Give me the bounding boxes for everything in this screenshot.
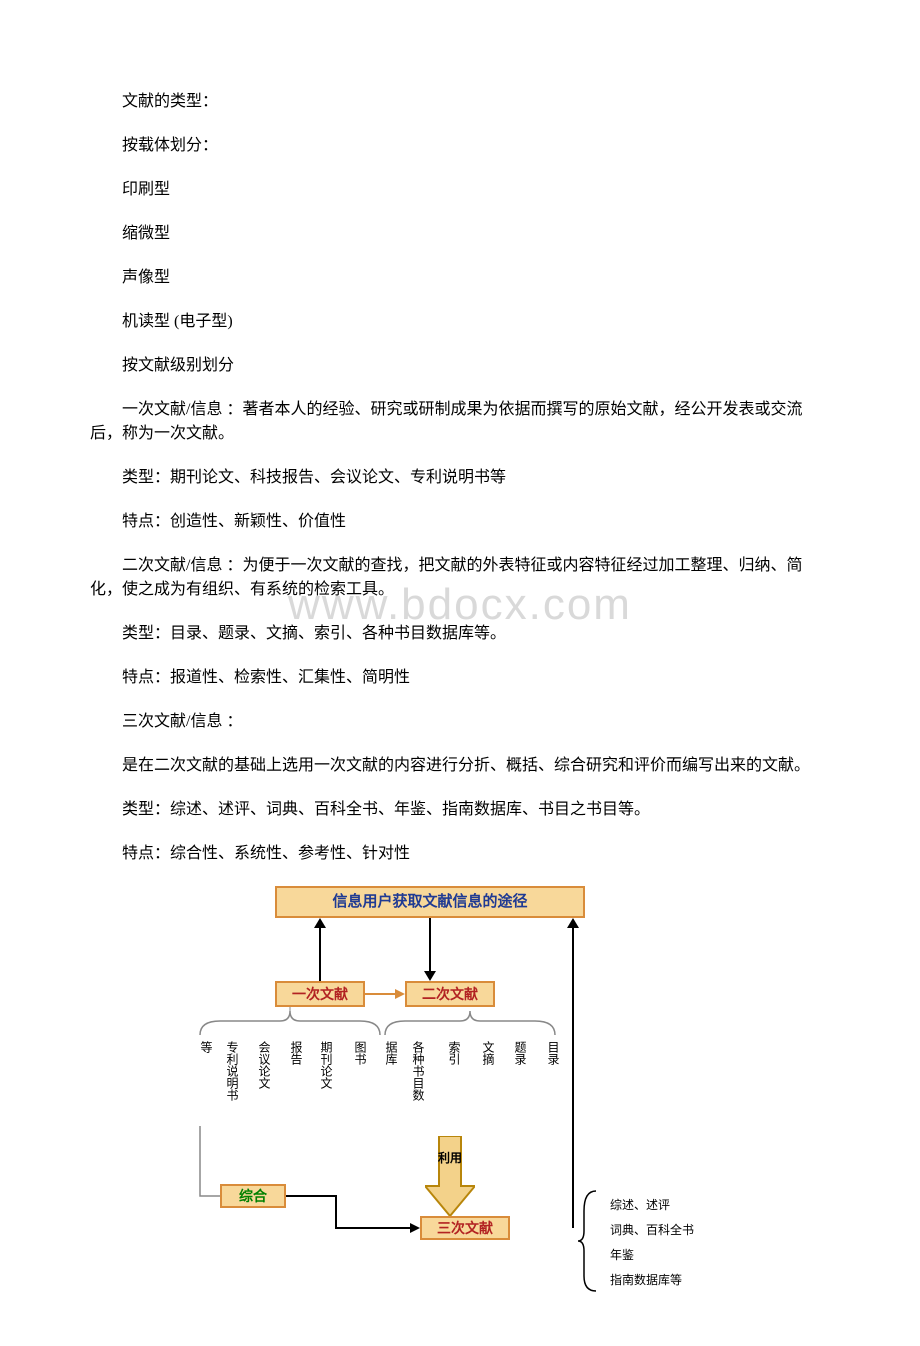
arrow-mid-down	[420, 918, 440, 981]
leaf-p2: 会议论文	[256, 1041, 273, 1131]
para-primary-types: 类型：期刊论文、科技报告、会议论文、专利说明书等	[90, 466, 830, 490]
use-arrow	[425, 1136, 475, 1216]
brace-primary	[190, 1007, 390, 1037]
para-primary: 一次文献/信息 ：著者本人的经验、研究或研制成果为依据而撰写的原始文献，经公开发…	[90, 398, 830, 446]
leaf-p5: 图书	[352, 1041, 369, 1131]
leaf-s0: 据库	[383, 1041, 400, 1131]
para-tertiary-types: 类型：综述、述评、词典、百科全书、年鉴、指南数据库、书目之书目等。	[90, 798, 830, 822]
leaf-s1: 各种书目数	[410, 1041, 427, 1131]
tert-3: 指南数据库等	[610, 1271, 682, 1288]
tertiary-to-brace	[510, 1223, 578, 1235]
tert-0: 综述、述评	[610, 1196, 670, 1213]
arrow-left-up	[310, 918, 330, 981]
top-box: 信息用户获取文献信息的途径	[275, 886, 585, 918]
para-secondary-features: 特点：报道性、检索性、汇集性、简明性	[90, 666, 830, 690]
document-body: 文献的类型： 按载体划分： 印刷型 缩微型 声像型 机读型 (电子型) 按文献级…	[90, 90, 830, 1306]
leaf-s2: 索引	[446, 1041, 463, 1131]
leaf-p3: 报告	[288, 1041, 305, 1131]
brace-secondary	[375, 1007, 565, 1037]
brace-tertiary	[578, 1186, 602, 1296]
literature-diagram: 信息用户获取文献信息的途径 一次文献 二次文献	[180, 886, 740, 1306]
para-tertiary-desc: 是在二次文献的基础上选用一次文献的内容进行分折、概括、综合研究和评价而编写出来的…	[90, 754, 830, 778]
para-secondary-types: 类型：目录、题录、文摘、索引、各种书目数据库等。	[90, 622, 830, 646]
para-level: 按文献级别划分	[90, 354, 830, 378]
leaf-s4: 题录	[512, 1041, 529, 1131]
arrow-primary-to-secondary	[365, 986, 405, 1002]
para-tertiary: 三次文献/信息 ：	[90, 710, 830, 734]
use-label: 利用	[438, 1151, 462, 1165]
para-types: 文献的类型：	[90, 90, 830, 114]
para-micro: 缩微型	[90, 222, 830, 246]
tert-2: 年鉴	[610, 1246, 634, 1263]
para-tertiary-features: 特点：综合性、系统性、参考性、针对性	[90, 842, 830, 866]
leaf-s5: 目录	[545, 1041, 562, 1131]
leaf-p1: 专利说明书	[224, 1041, 241, 1131]
para-secondary: 二次文献/信息 ：为便于一次文献的查找，把文献的外表特征或内容特征经过加工整理、…	[90, 554, 830, 602]
tert-1: 词典、百科全书	[610, 1221, 694, 1238]
secondary-box: 二次文献	[405, 981, 495, 1007]
primary-box: 一次文献	[275, 981, 365, 1007]
leaf-p4: 期刊论文	[318, 1041, 335, 1131]
para-electronic: 机读型 (电子型)	[90, 310, 830, 334]
synth-to-tertiary-arrow	[286, 1188, 420, 1234]
leaf-s3: 文摘	[480, 1041, 497, 1131]
para-audio: 声像型	[90, 266, 830, 290]
para-print: 印刷型	[90, 178, 830, 202]
leaf-p0: 等	[198, 1041, 215, 1131]
para-primary-features: 特点：创造性、新颖性、价值性	[90, 510, 830, 534]
para-carrier: 按载体划分：	[90, 134, 830, 158]
arrow-right-up	[563, 918, 583, 1228]
tertiary-box: 三次文献	[420, 1216, 510, 1240]
